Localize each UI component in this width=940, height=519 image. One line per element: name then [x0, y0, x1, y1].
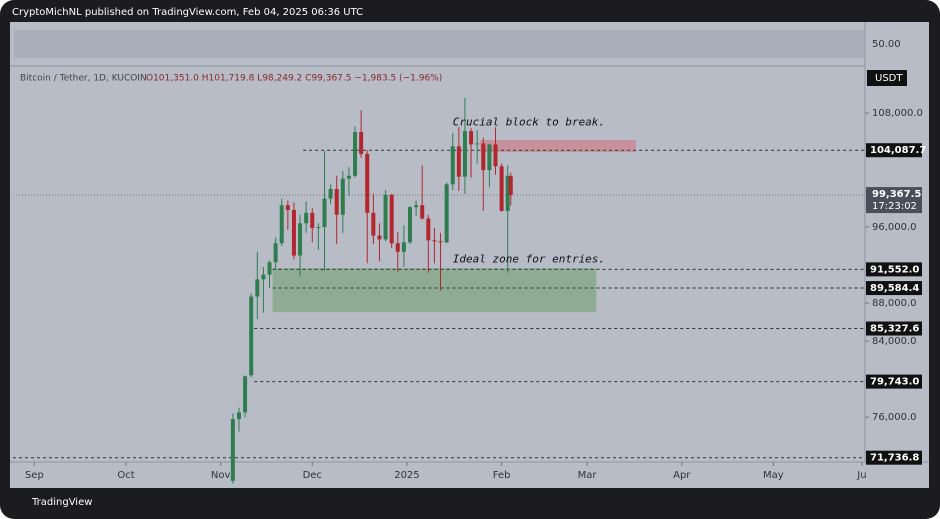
candle-body — [475, 143, 480, 145]
candle-body — [359, 132, 364, 154]
candle-body — [304, 212, 309, 224]
level-label: 91,552.0 — [870, 264, 919, 275]
annotation: Ideal zone for entries. — [453, 252, 605, 265]
candle-body — [249, 296, 254, 376]
x-tick-label: Sep — [25, 470, 44, 481]
candle-body — [273, 243, 278, 263]
ohlc: O101,351.0 H101,719.8 L98,249.2 C99,367.… — [146, 74, 442, 84]
x-tick-label: 2025 — [394, 470, 419, 481]
candle-body — [285, 205, 290, 210]
last-price-label: 99,367.5 — [872, 189, 921, 200]
candle-body — [389, 194, 394, 244]
level-label: 104,087.7 — [870, 145, 926, 156]
candle-body — [383, 194, 388, 240]
x-tick-label: Mar — [578, 470, 598, 481]
candle-body — [469, 131, 474, 145]
chart-area — [10, 22, 929, 488]
candle-body — [508, 176, 513, 196]
y-tick-label: 76,000.0 — [872, 412, 917, 423]
candle-body — [407, 207, 412, 243]
candle-body — [334, 189, 339, 215]
candle-body — [487, 144, 492, 171]
level-box — [866, 450, 922, 465]
candle-body — [450, 146, 455, 185]
level-box — [866, 281, 922, 296]
candle-body — [371, 212, 376, 236]
candle-body — [377, 235, 382, 240]
rsi-label: 50.00 — [872, 39, 901, 50]
candle-body — [481, 143, 486, 171]
rsi-band — [14, 30, 864, 58]
candle-body — [236, 412, 241, 420]
level-box — [866, 321, 922, 336]
candle-body — [298, 223, 303, 256]
candle-body — [255, 279, 260, 297]
candle-body — [316, 227, 321, 229]
candle-body — [395, 243, 400, 252]
candle-body — [438, 241, 443, 243]
level-label: 79,743.0 — [870, 377, 919, 388]
candle-body — [444, 184, 449, 243]
publisher: CryptoMichNL published on TradingView.co… — [12, 7, 363, 18]
countdown: 17:23:02 — [872, 201, 917, 212]
x-tick-label: Ju — [856, 470, 866, 481]
candle-body — [346, 175, 351, 179]
y-tick-label: 108,000.0 — [872, 108, 923, 119]
candle-body — [365, 153, 370, 213]
candle-body — [310, 212, 315, 229]
currency-box — [867, 70, 907, 86]
x-tick-label: Apr — [673, 470, 691, 481]
currency: USDT — [875, 73, 903, 84]
annotation: Crucial block to break. — [453, 116, 605, 129]
candle-body — [243, 376, 248, 413]
level-box — [866, 262, 922, 277]
level-label: 71,736.8 — [870, 453, 919, 464]
candle-body — [493, 144, 498, 167]
candle-body — [456, 146, 461, 177]
y-tick-label: 88,000.0 — [872, 298, 917, 309]
candle-body — [230, 419, 235, 481]
x-tick-label: May — [763, 470, 784, 481]
x-tick-label: Feb — [493, 470, 511, 481]
level-label: 85,327.6 — [870, 324, 919, 335]
zone — [480, 140, 636, 152]
candle-body — [340, 178, 345, 215]
candle-body — [432, 240, 437, 242]
candle-body — [420, 205, 425, 219]
candle-body — [291, 209, 296, 256]
candle-body — [267, 262, 272, 275]
footer: TradingView — [31, 497, 92, 508]
y-tick-label: 84,000.0 — [872, 336, 917, 347]
candle-body — [322, 198, 327, 228]
candle-body — [505, 175, 510, 211]
x-tick-label: Dec — [303, 470, 322, 481]
level-label: 89,584.4 — [870, 283, 919, 294]
candle-body — [414, 205, 419, 208]
candle-body — [328, 189, 333, 199]
last-price-box — [866, 187, 922, 214]
y-tick-label: 96,000.0 — [872, 222, 917, 233]
candle-body — [353, 132, 358, 176]
symbol: Bitcoin / Tether, 1D, KUCOIN — [20, 74, 147, 84]
candle-body — [499, 166, 504, 211]
candle-body — [426, 218, 431, 241]
x-tick-label: Nov — [211, 470, 231, 481]
candle-body — [401, 242, 406, 252]
level-box — [866, 374, 922, 389]
zone — [272, 268, 597, 313]
candle-body — [261, 274, 266, 280]
x-tick-label: Oct — [117, 470, 134, 481]
level-box — [866, 143, 922, 158]
candle-body — [462, 131, 467, 177]
candle-body — [279, 205, 284, 244]
